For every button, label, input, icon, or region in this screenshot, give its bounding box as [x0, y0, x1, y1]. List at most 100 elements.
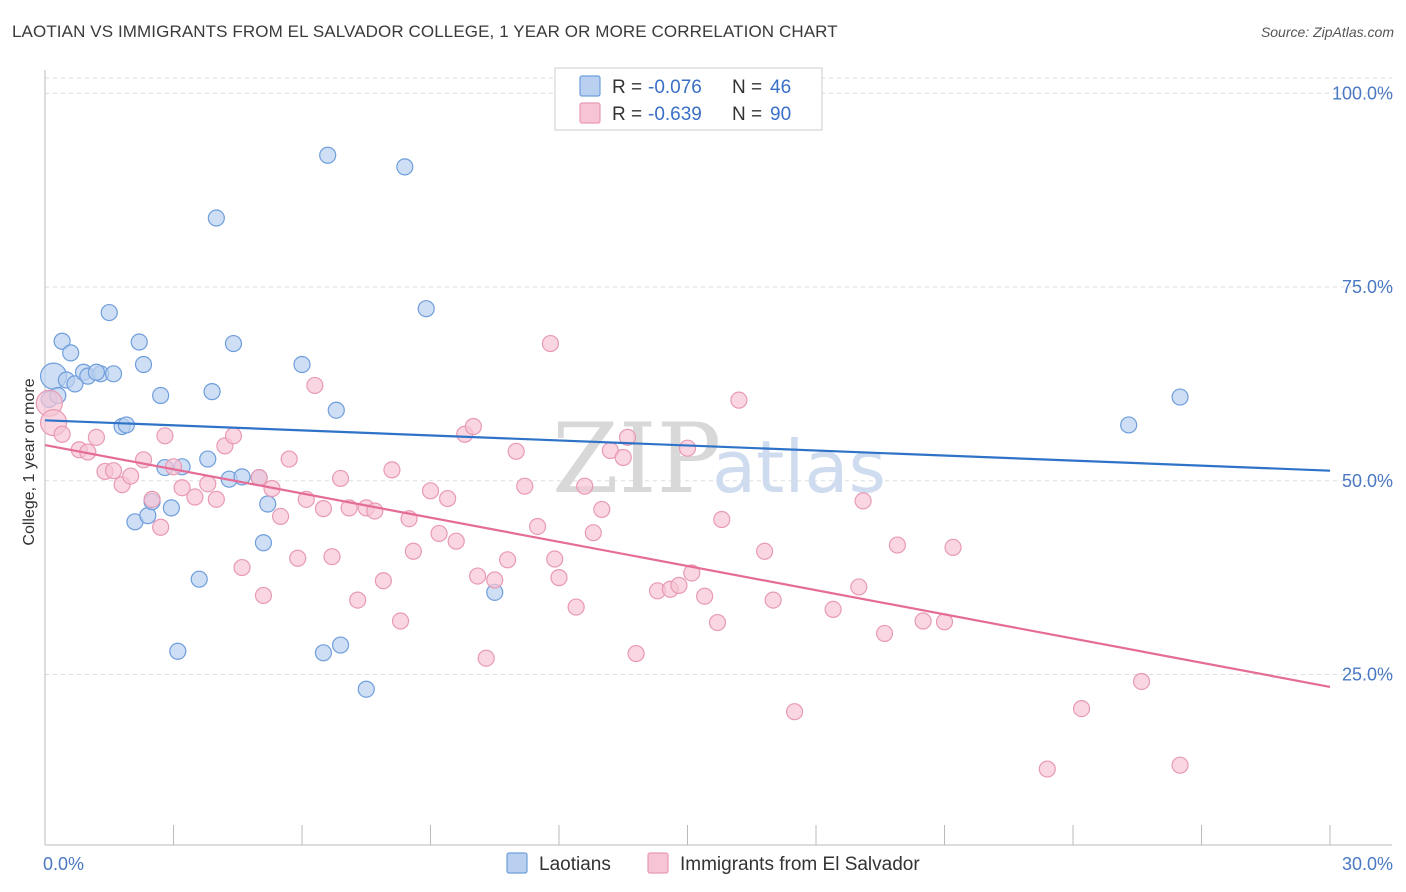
el-salvador-point-52	[507, 442, 525, 460]
x-tick-label-0: 0.0%	[43, 854, 84, 874]
el-salvador-point-32	[331, 469, 350, 488]
el-salvador-point-5	[87, 428, 106, 446]
legend-label-el-salvador: Immigrants from El Salvador	[680, 854, 920, 875]
laotians-point-33	[319, 146, 337, 164]
el-salvador-point-21	[233, 558, 251, 577]
legend-swatch-laotians-bottom	[506, 852, 528, 874]
y-tick-label-3: 100.0%	[1332, 83, 1393, 103]
legend-swatch-el-salvador	[579, 102, 601, 124]
x-tick-labels: 0.0% 30.0%	[43, 854, 1393, 874]
el-salvador-point-56	[541, 334, 560, 353]
el-salvador-trend-line	[44, 444, 1331, 688]
el-salvador-point-77	[785, 703, 804, 721]
el-salvador-point-37	[374, 572, 392, 590]
el-salvador-point-69	[678, 439, 697, 457]
laotians-point-32	[314, 644, 333, 662]
el-salvador-point-88	[1132, 672, 1151, 691]
el-salvador-point-43	[430, 524, 448, 543]
el-salvador-point-75	[755, 542, 774, 560]
legend-n-value-1: 46	[770, 77, 791, 98]
el-salvador-point-44	[439, 489, 457, 508]
el-salvador-point-45	[447, 532, 465, 550]
laotians-point-22	[199, 450, 217, 468]
legend-r-value-2: -0.639	[648, 104, 702, 125]
laotians-point-40	[1120, 416, 1138, 434]
legend-swatch-el-salvador-bottom	[647, 852, 669, 874]
el-salvador-point-76	[764, 591, 782, 609]
laotians-point-23	[203, 383, 221, 401]
el-salvador-point-30	[314, 500, 333, 518]
el-salvador-point-41	[404, 542, 422, 560]
laotians-point-38	[417, 300, 435, 318]
el-salvador-point-2	[53, 425, 71, 443]
laotians-point-13	[134, 355, 153, 374]
el-salvador-point-70	[683, 564, 701, 582]
laotians-point-21	[190, 570, 208, 588]
el-salvador-point-23	[254, 586, 273, 605]
el-salvador-point-72	[708, 613, 727, 632]
legend-r-label-2: R =	[612, 104, 642, 125]
el-salvador-point-25	[271, 507, 290, 526]
trend-lines	[44, 419, 1331, 688]
el-salvador-point-7	[104, 462, 123, 480]
laotians-point-16	[152, 386, 170, 405]
laotians-point-24	[207, 209, 225, 227]
el-salvador-point-9	[122, 467, 140, 485]
y-axis-label: College, 1 year or more	[21, 378, 38, 545]
laotians-point-45	[104, 365, 123, 383]
el-salvador-point-83	[914, 612, 932, 630]
laotians-point-35	[331, 636, 350, 654]
y-tick-label-2: 75.0%	[1342, 277, 1393, 297]
laotians-point-3	[62, 344, 80, 362]
el-salvador-point-49	[477, 649, 495, 667]
el-salvador-point-55	[546, 550, 564, 568]
el-salvador-point-57	[550, 569, 568, 587]
legend-n-label-2: N =	[732, 104, 762, 125]
el-salvador-point-26	[280, 450, 298, 468]
series-legend: Laotians Immigrants from El Salvador	[506, 852, 920, 875]
el-salvador-point-86	[1038, 760, 1056, 778]
el-salvador-point-81	[875, 624, 894, 643]
laotians-point-29	[254, 534, 273, 552]
laotians-point-41	[1171, 388, 1189, 406]
laotians-point-10	[117, 416, 135, 434]
laotians-point-12	[130, 333, 148, 351]
el-salvador-point-85	[944, 538, 962, 557]
laotians-point-19	[169, 642, 187, 660]
watermark-zip: ZIP	[552, 403, 721, 515]
el-salvador-point-78	[824, 600, 842, 619]
y-tick-label-0: 25.0%	[1342, 665, 1393, 685]
el-salvador-point-61	[593, 500, 611, 519]
el-salvador-point-34	[349, 591, 367, 609]
el-salvador-point-11	[143, 490, 161, 508]
laotians-point-44	[87, 363, 106, 381]
source-label: Source: ZipAtlas.com	[1260, 24, 1394, 40]
el-salvador-point-31	[323, 548, 341, 566]
el-salvador-point-17	[199, 475, 217, 493]
laotians-point-26	[224, 334, 243, 353]
laotians-point-18	[162, 499, 180, 517]
legend-r-label-1: R =	[612, 77, 642, 98]
laotians-point-34	[327, 401, 345, 419]
el-salvador-point-65	[627, 644, 645, 663]
el-salvador-point-87	[1072, 699, 1091, 718]
legend-label-laotians: Laotians	[539, 854, 611, 875]
el-salvador-point-53	[516, 477, 534, 495]
el-salvador-point-74	[730, 391, 748, 409]
el-salvador-point-59	[576, 477, 594, 495]
el-salvador-point-27	[289, 549, 307, 567]
laotians-trend-line	[44, 419, 1331, 472]
el-salvador-point-47	[464, 417, 482, 436]
axes	[44, 70, 1392, 846]
watermark: ZIP atlas	[552, 403, 886, 515]
legend-n-value-2: 90	[770, 104, 791, 125]
el-salvador-point-80	[854, 492, 872, 510]
el-salvador-point-20	[224, 427, 243, 445]
el-salvador-point-68	[670, 576, 688, 594]
el-salvador-point-54	[528, 517, 547, 536]
el-salvador-point-50	[486, 571, 504, 589]
el-salvador-point-64	[618, 428, 637, 446]
legend-n-label-1: N =	[732, 77, 762, 98]
laotians-point-4	[66, 375, 84, 393]
el-salvador-point-58	[567, 598, 585, 616]
